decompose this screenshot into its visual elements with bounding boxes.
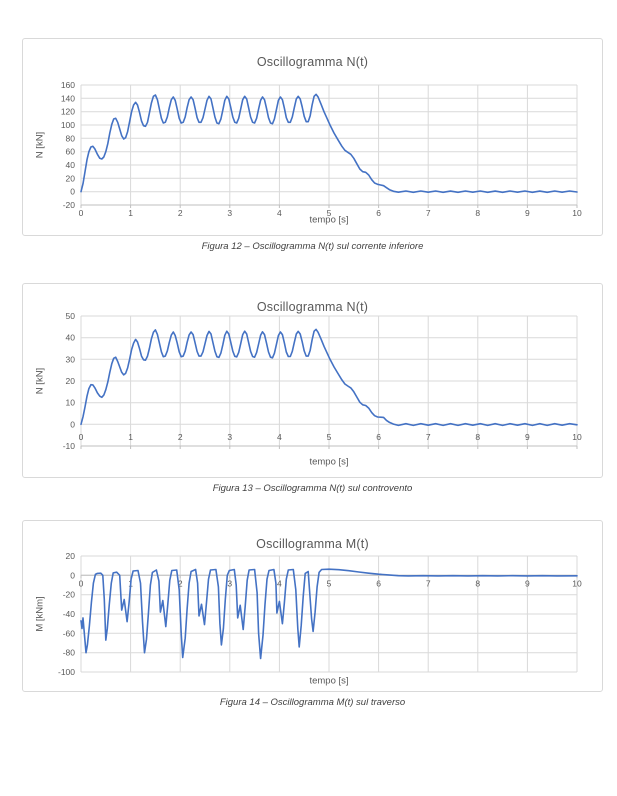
svg-text:10: 10 <box>572 578 582 588</box>
svg-text:0: 0 <box>79 432 84 442</box>
figure-caption: Figura 12 – Oscillogramma N(t) sul corre… <box>201 241 424 252</box>
svg-text:40: 40 <box>66 333 76 343</box>
svg-text:40: 40 <box>66 160 76 170</box>
chart-title: Oscillogramma N(t) <box>256 55 369 69</box>
svg-text:-60: -60 <box>63 628 76 638</box>
svg-text:20: 20 <box>66 376 76 386</box>
svg-text:5: 5 <box>327 432 332 442</box>
svg-text:9: 9 <box>525 208 530 218</box>
svg-text:5: 5 <box>327 208 332 218</box>
x-axis-title: tempo [s] <box>309 456 349 468</box>
y-axis-title: N [kN] <box>34 367 46 395</box>
svg-text:7: 7 <box>426 578 431 588</box>
svg-text:2: 2 <box>178 208 183 218</box>
svg-text:6: 6 <box>376 432 381 442</box>
svg-text:50: 50 <box>66 311 76 321</box>
chart-frame-m-traverso: -100 -80 -60 -40 -20 0 20 0 1 2 3 4 5 6 7 8 9 10 Oscillog… <box>22 520 603 692</box>
svg-text:80: 80 <box>66 133 76 143</box>
svg-text:-10: -10 <box>63 441 76 451</box>
svg-text:-40: -40 <box>63 609 76 619</box>
figure-12: -20 0 20 40 60 80 100 120 140 160 0 1 2 3 4 5 6 7 8 9 10 Osc… <box>22 38 603 252</box>
figure-13: -10 0 10 20 30 40 50 0 1 2 3 4 5 6 7 8 9 10 Oscillogramma… <box>22 283 603 494</box>
svg-text:-20: -20 <box>63 590 76 600</box>
svg-text:6: 6 <box>376 578 381 588</box>
svg-text:0: 0 <box>70 187 75 197</box>
svg-text:2: 2 <box>178 578 183 588</box>
svg-text:6: 6 <box>376 208 381 218</box>
svg-text:30: 30 <box>66 354 76 364</box>
svg-text:10: 10 <box>66 398 76 408</box>
svg-text:100: 100 <box>61 120 75 130</box>
svg-text:0: 0 <box>79 578 84 588</box>
svg-text:-80: -80 <box>63 648 76 658</box>
chart-title: Oscillogramma N(t) <box>256 300 369 314</box>
svg-text:7: 7 <box>426 208 431 218</box>
svg-text:3: 3 <box>227 578 232 588</box>
svg-text:8: 8 <box>475 432 480 442</box>
svg-text:8: 8 <box>475 578 480 588</box>
chart-frame-n-corrente-inferiore: -20 0 20 40 60 80 100 120 140 160 0 1 2 3 4 5 6 7 8 9 10 Osc… <box>22 38 603 236</box>
chart-frame-n-controvento: -10 0 10 20 30 40 50 0 1 2 3 4 5 6 7 8 9 10 Oscillogramma… <box>22 283 603 478</box>
svg-text:3: 3 <box>227 432 232 442</box>
y-axis-title: N [kN] <box>34 131 46 159</box>
svg-text:3: 3 <box>227 208 232 218</box>
svg-text:140: 140 <box>61 93 75 103</box>
svg-text:120: 120 <box>61 107 75 117</box>
svg-text:10: 10 <box>572 208 582 218</box>
svg-text:60: 60 <box>66 147 76 157</box>
svg-text:1: 1 <box>128 432 133 442</box>
svg-text:20: 20 <box>66 551 76 561</box>
svg-text:1: 1 <box>128 208 133 218</box>
svg-text:2: 2 <box>178 432 183 442</box>
x-axis-title: tempo [s] <box>309 675 349 687</box>
x-axis-title: tempo [s] <box>309 214 349 226</box>
svg-text:9: 9 <box>525 432 530 442</box>
svg-text:7: 7 <box>426 432 431 442</box>
svg-text:4: 4 <box>277 432 282 442</box>
svg-text:-20: -20 <box>63 200 76 210</box>
svg-text:5: 5 <box>327 578 332 588</box>
y-axis-title: M [kNm] <box>34 596 46 632</box>
svg-text:-100: -100 <box>58 667 75 677</box>
figure-caption: Figura 14 – Oscillogramma M(t) sul trave… <box>219 697 406 708</box>
svg-text:20: 20 <box>66 173 76 183</box>
figure-caption: Figura 13 – Oscillogramma N(t) sul contr… <box>212 483 413 494</box>
svg-text:4: 4 <box>277 208 282 218</box>
figure-14: -100 -80 -60 -40 -20 0 20 0 1 2 3 4 5 6 7 8 9 10 Oscillog… <box>22 520 603 708</box>
chart-title: Oscillogramma M(t) <box>256 537 369 551</box>
svg-text:0: 0 <box>70 419 75 429</box>
svg-text:0: 0 <box>79 208 84 218</box>
svg-text:9: 9 <box>525 578 530 588</box>
svg-text:8: 8 <box>475 208 480 218</box>
svg-text:10: 10 <box>572 432 582 442</box>
svg-text:0: 0 <box>70 570 75 580</box>
svg-text:4: 4 <box>277 578 282 588</box>
svg-text:160: 160 <box>61 80 75 90</box>
